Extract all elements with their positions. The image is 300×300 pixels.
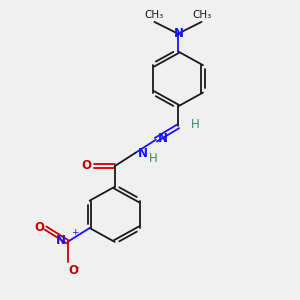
Text: O: O: [68, 264, 78, 277]
Text: O: O: [82, 159, 92, 172]
Text: H: H: [191, 118, 200, 130]
Text: CH₃: CH₃: [145, 11, 164, 20]
Text: H: H: [148, 152, 157, 165]
Text: +: +: [71, 228, 79, 237]
Text: CH₃: CH₃: [192, 11, 211, 20]
Text: N: N: [56, 234, 66, 247]
Text: N: N: [138, 147, 148, 160]
Text: ⁻: ⁻: [75, 266, 80, 275]
Text: O: O: [34, 221, 44, 234]
Text: N: N: [158, 132, 168, 145]
Text: N: N: [174, 27, 184, 40]
